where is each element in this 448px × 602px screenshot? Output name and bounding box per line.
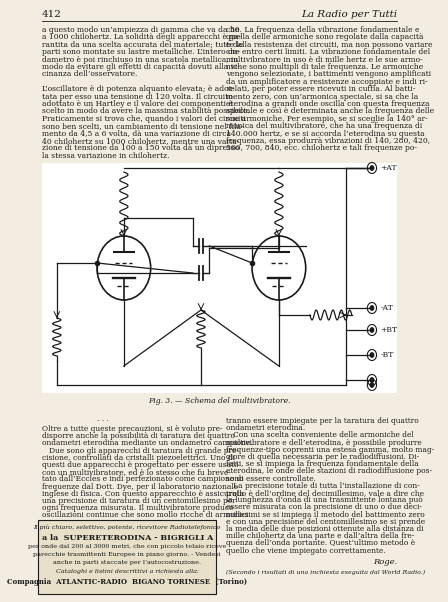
Text: una precisione di taratura di un centomillesimo per: una precisione di taratura di un centomi…: [42, 497, 235, 505]
Text: Oltre a tutte queste precauzioni, si è voluto pre-: Oltre a tutte queste precauzioni, si è v…: [42, 425, 222, 433]
Text: e dalla resistenza dei circuiti, ma non possono variare: e dalla resistenza dei circuiti, ma non …: [226, 41, 433, 49]
Text: cinanza dell’osservatore.: cinanza dell’osservatore.: [42, 70, 137, 78]
Text: scelto in modo da avere la massima stabilità possibile.: scelto in modo da avere la massima stabi…: [42, 107, 250, 116]
Text: da un amplificatore a resistenze accoppiate e indi ri-: da un amplificatore a resistenze accoppi…: [226, 78, 428, 86]
Text: e con una precisione del centomillesimo se si prende: e con una precisione del centomillesimo …: [226, 518, 425, 526]
Text: sono ben scelti, un cambiamento di tensione nel fila-: sono ben scelti, un cambiamento di tensi…: [42, 122, 243, 130]
Text: monica del multivibratore, che ha una frequenza di: monica del multivibratore, che ha una fr…: [226, 122, 422, 130]
Text: mille chilohertz da una parte e dall’altra della fre-: mille chilohertz da una parte e dall’alt…: [226, 532, 414, 540]
Circle shape: [370, 327, 374, 332]
Text: la stessa variazione in chilohertz.: la stessa variazione in chilohertz.: [42, 152, 169, 160]
Text: dametro è poi rinchiuso in una scatola metallica, in: dametro è poi rinchiuso in una scatola m…: [42, 55, 238, 64]
Text: tranno essere impiegate per la taratura dei quattro: tranno essere impiegate per la taratura …: [226, 417, 419, 425]
Text: -BT: -BT: [380, 351, 394, 359]
Text: sono essere controllate.: sono essere controllate.: [226, 474, 316, 483]
Text: essere misurata con la precisione di uno o due deci-: essere misurata con la precisione di uno…: [226, 503, 422, 512]
Text: che. La frequenza della vibrazione fondamentale e: che. La frequenza della vibrazione fonda…: [226, 26, 420, 34]
Text: speciale e così è determinata anche la frequenza delle: speciale e così è determinata anche la f…: [226, 107, 434, 116]
Text: -AT: -AT: [380, 304, 393, 312]
Text: Roge.: Roge.: [373, 558, 397, 566]
Text: Due sono gli apparecchi di taratura di grande pre-: Due sono gli apparecchi di taratura di g…: [42, 447, 239, 455]
Text: (Secondo i risultati di una inchiesta eseguita dal World Radio.): (Secondo i risultati di una inchiesta es…: [226, 570, 425, 575]
Text: a la  SUPERETERODINA - BIGRIGLI A: a la SUPERETERODINA - BIGRIGLI A: [42, 534, 213, 542]
Text: modo da evitare gli effetti di capacità dovuti alla vi-: modo da evitare gli effetti di capacità …: [42, 63, 240, 71]
Text: cisione, controllati da cristalli piezoelettrici. Uno di: cisione, controllati da cristalli piezoe…: [42, 454, 235, 462]
Text: vengono selezionate, i battimenti vengono amplificati: vengono selezionate, i battimenti vengon…: [226, 70, 431, 78]
Text: La Radio per Tutti: La Radio per Tutti: [301, 10, 397, 19]
Text: fatti, se si impiega la frequenza fondamentale della: fatti, se si impiega la frequenza fondam…: [226, 460, 419, 468]
Text: la lunghezza d’onda di una trasmittente lontana può: la lunghezza d’onda di una trasmittente …: [226, 496, 423, 504]
Text: tato dall’Eccles e indi perfezionato come campione di: tato dall’Eccles e indi perfezionato com…: [42, 476, 243, 483]
Text: L’oscillatore è di potenza alquanto elevata; è adot-: L’oscillatore è di potenza alquanto elev…: [42, 85, 234, 93]
Circle shape: [370, 166, 374, 170]
Text: eterodina, le onde delle stazioni di radiodiffusione pos-: eterodina, le onde delle stazioni di rad…: [226, 467, 432, 476]
Text: 140.000 hertz, e se si accorda l’eterodina su questa: 140.000 hertz, e se si accorda l’eterodi…: [226, 129, 425, 138]
Text: Cataloghi e listini descrittivi a richiesta alla:: Cataloghi e listini descrittivi a richie…: [56, 569, 199, 574]
Text: parti sono montate su lastre metalliche. L’intero on-: parti sono montate su lastre metalliche.…: [42, 48, 240, 56]
Text: Praticamente si trova che, quando i valori dei circuiti: Praticamente si trova che, quando i valo…: [42, 115, 246, 123]
Text: sue armoniche. Per esempio, se si sceglie la 140° ar-: sue armoniche. Per esempio, se si scegli…: [226, 115, 428, 123]
Text: mento da 4,5 a 6 volta, dà una variazione di circa: mento da 4,5 a 6 volta, dà una variazion…: [42, 129, 231, 138]
Text: che entro certi limiti. La vibrazione fondamentale del: che entro certi limiti. La vibrazione fo…: [226, 48, 430, 56]
Text: +BT: +BT: [380, 326, 397, 334]
Text: velati, per poter essere ricevuti in cuffia. Al batti-: velati, per poter essere ricevuti in cuf…: [226, 85, 416, 93]
Circle shape: [370, 382, 374, 388]
Text: . . .: . . .: [97, 415, 109, 423]
Text: quella delle armoniche sono regolate dalla capacità: quella delle armoniche sono regolate dal…: [226, 33, 424, 42]
Text: ondametri eterodina mediante un ondametro campione.: ondametri eterodina mediante un ondametr…: [42, 439, 252, 447]
Text: multivibratore e dell’eterodina, è possibile produrre: multivibratore e dell’eterodina, è possi…: [226, 439, 422, 447]
Text: Fig. 3. — Schema del multivibratore.: Fig. 3. — Schema del multivibratore.: [148, 397, 291, 405]
Circle shape: [370, 305, 374, 311]
Text: quenza dell’onda portante. Quest’ultimo metodo è: quenza dell’onda portante. Quest’ultimo …: [226, 539, 415, 547]
Text: con un multivibratore, ed è lo stesso che fu breve-: con un multivibratore, ed è lo stesso ch…: [42, 468, 231, 476]
Text: eterodina a grandi onde oscilla con questa frequenza: eterodina a grandi onde oscilla con ques…: [226, 100, 430, 108]
Text: Il più chiaro, selettivo, potente, ricevitore Radiotelefonico: Il più chiaro, selettivo, potente, ricev…: [34, 525, 221, 530]
Text: ondametri eterodina.: ondametri eterodina.: [226, 424, 306, 432]
Text: oscillazioni continue che sono mollo ricche di armonici: oscillazioni continue che sono mollo ric…: [42, 512, 248, 520]
Text: parecchie trasmittenti Europee in piano giorno. - Vendesi: parecchie trasmittenti Europee in piano …: [34, 552, 221, 557]
Text: adottato è un Hartley e il valore dei componenti è: adottato è un Hartley e il valore dei co…: [42, 100, 233, 108]
Text: ogni frequenza misurata. Il multivibratore produce: ogni frequenza misurata. Il multivibrato…: [42, 504, 233, 512]
Text: giore di quella necessaria per le radiodiffusioni. Di-: giore di quella necessaria per le radiod…: [226, 453, 419, 461]
Bar: [39, 520, 216, 594]
Text: disporre anche la possibilità di taratura dei quattro: disporre anche la possibilità di taratur…: [42, 432, 235, 440]
Text: la media delle due posizioni ottenute alla distanza di: la media delle due posizioni ottenute al…: [226, 525, 424, 533]
Text: frequenza, essa produrrà vibrazioni di 140, 280, 420,: frequenza, essa produrrà vibrazioni di 1…: [226, 137, 430, 145]
Text: 560, 700, 840, ecc. chilohertz e tali frequenze po-: 560, 700, 840, ecc. chilohertz e tali fr…: [226, 144, 417, 152]
Text: 40 chilohertz su 1000 chilohertz, mentre una varia-: 40 chilohertz su 1000 chilohertz, mentre…: [42, 137, 239, 145]
Text: per onde dal 200 al 3000 metri, che con piccolo telaio riceve: per onde dal 200 al 3000 metri, che con …: [28, 544, 226, 549]
Circle shape: [370, 353, 374, 358]
Text: rantita da una scelta accurata del materiale; tutte le: rantita da una scelta accurata del mater…: [42, 41, 243, 49]
Text: a questo modo un’ampiezza di gamma che va da 50: a questo modo un’ampiezza di gamma che v…: [42, 26, 239, 34]
Text: tata per esso una tensione di 120 volta. Il circuito: tata per esso una tensione di 120 volta.…: [42, 93, 233, 101]
Text: mento zero, con un’armonica speciale, si sa che la: mento zero, con un’armonica speciale, si…: [226, 93, 418, 101]
Text: Con una scelta conveniente delle armoniche del: Con una scelta conveniente delle armonic…: [226, 432, 414, 439]
Text: frequenze-tipo coprenti una estesa gamma, molto mag-: frequenze-tipo coprenti una estesa gamma…: [226, 446, 435, 454]
Text: anche in parti staccate per l’autocostruzione.: anche in parti staccate per l’autocostru…: [53, 560, 201, 565]
Text: questi due apparecchi è progettato per essere usato: questi due apparecchi è progettato per e…: [42, 461, 238, 469]
Text: zione di tensione da 100 a 150 volta dà un dipresso: zione di tensione da 100 a 150 volta dà …: [42, 144, 239, 152]
Text: La precisione totale di tutta l’installazione di con-: La precisione totale di tutta l’installa…: [226, 482, 420, 490]
Text: a 1000 chilohertz. La solidità degli apparecchi è ga-: a 1000 chilohertz. La solidità degli app…: [42, 33, 241, 42]
Circle shape: [370, 377, 374, 382]
Text: millesimi se si impiega il metodo del battimento zero: millesimi se si impiega il metodo del ba…: [226, 510, 425, 518]
Text: multivibratore in uso è di mille hertz e le sue armo-: multivibratore in uso è di mille hertz e…: [226, 55, 423, 64]
Text: niche sono multipli di tale frequenza. Le armoniche: niche sono multipli di tale frequenza. L…: [226, 63, 423, 71]
Text: trollo è dell’ordine del decimillesimo, vale a dire che: trollo è dell’ordine del decimillesimo, …: [226, 489, 424, 497]
Text: 412: 412: [42, 10, 61, 19]
Text: frequenze dal Dott. Dye, per il laboratorio nazionale: frequenze dal Dott. Dye, per il laborato…: [42, 483, 238, 491]
Text: Compagnia  ATLANTIC-RADIO  BIGANO TORINESE  (Torino): Compagnia ATLANTIC-RADIO BIGANO TORINESE…: [7, 578, 247, 586]
Text: inglese di fisica. Con questo apparecchio è assicurata: inglese di fisica. Con questo apparecchi…: [42, 490, 244, 498]
Text: +AT: +AT: [380, 164, 397, 172]
Text: quello che viene impiegato correttamente.: quello che viene impiegato correttamente…: [226, 547, 386, 554]
Bar: [42, 163, 397, 393]
